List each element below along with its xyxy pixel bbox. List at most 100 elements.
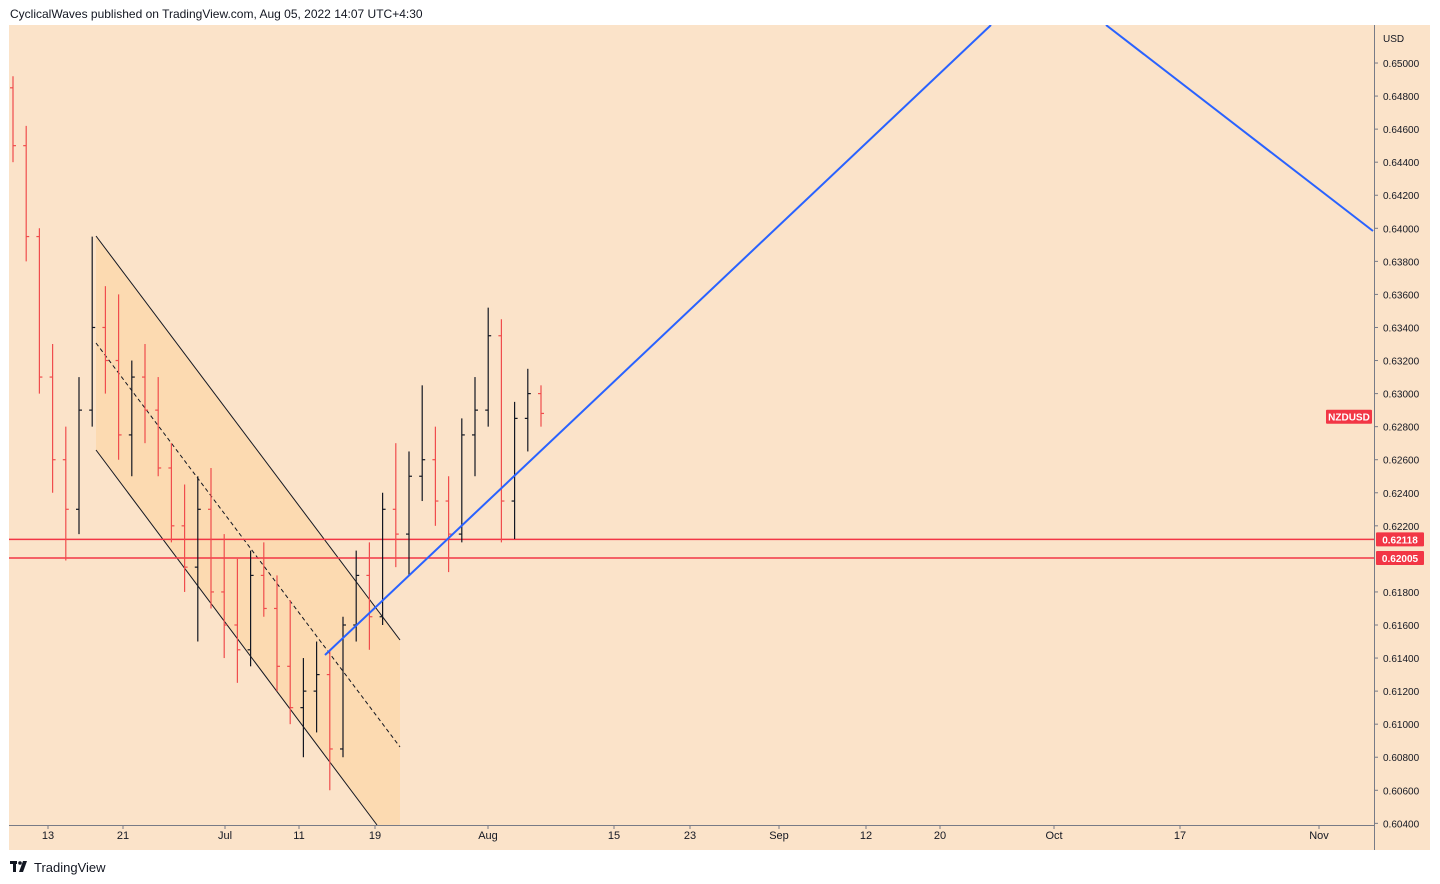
candle xyxy=(247,550,254,667)
time-tick-label: 11 xyxy=(293,830,304,842)
price-tick-label: 0.65000 xyxy=(1383,59,1420,70)
candle xyxy=(142,344,148,444)
time-tick-label: 20 xyxy=(934,830,946,842)
price-tick-label: 0.62800 xyxy=(1383,423,1420,434)
candle xyxy=(392,443,399,568)
price-tick-label: 0.63400 xyxy=(1383,323,1420,334)
price-tick-label: 0.64600 xyxy=(1383,125,1420,136)
candle xyxy=(10,76,16,163)
candle xyxy=(76,377,82,535)
price-tick-label: 0.64400 xyxy=(1383,158,1420,169)
time-tick-label: Aug xyxy=(478,830,498,842)
candle xyxy=(168,443,175,543)
price-axis[interactable]: 0.65000 0.64800 0.64600 0.64400 0.64200 0.640… xyxy=(1374,59,1420,830)
price-tick-label: 0.64800 xyxy=(1383,92,1420,103)
candle xyxy=(208,467,214,609)
tradingview-logo-icon xyxy=(10,861,27,872)
time-tick-label: 19 xyxy=(369,830,381,842)
candle xyxy=(62,426,69,561)
channel-midline[interactable] xyxy=(95,342,401,748)
chart-frame[interactable]: USD 0.65000 0.64800 0.64600 0.64400 0.64200 0… xyxy=(9,25,1430,850)
candle xyxy=(511,401,518,540)
candle xyxy=(313,641,320,733)
price-tick-label: 0.60400 xyxy=(1383,819,1420,830)
candle xyxy=(36,228,43,394)
candle xyxy=(445,476,452,573)
candle xyxy=(340,616,346,758)
candle xyxy=(538,385,544,427)
price-tick-label: 0.63800 xyxy=(1383,257,1420,268)
price-tick-label: 0.63000 xyxy=(1383,390,1420,401)
candle xyxy=(326,649,333,791)
candles xyxy=(10,76,544,791)
ascending-trendline[interactable] xyxy=(324,25,992,656)
level-price-tag xyxy=(1376,551,1424,566)
channel-fill xyxy=(96,236,400,825)
time-axis[interactable]: 13 21 Jul 11 19 Aug 15 23 Sep 12 20 Oct 17 Nov xyxy=(42,825,1329,842)
price-tick-label: 0.61200 xyxy=(1383,687,1420,698)
price-tick-label: 0.60600 xyxy=(1383,786,1420,797)
candle xyxy=(274,575,280,692)
descending-channel[interactable] xyxy=(95,235,401,826)
candle xyxy=(194,476,201,642)
channel-upper-line[interactable] xyxy=(95,235,401,641)
footer-brand: TradingView xyxy=(34,859,106,875)
price-tick-label: 0.63200 xyxy=(1383,357,1420,368)
candle xyxy=(379,492,386,625)
candle xyxy=(406,451,412,576)
candle xyxy=(485,307,492,427)
descending-trendline[interactable] xyxy=(1105,25,1374,232)
price-tick-label: 0.64000 xyxy=(1383,224,1420,235)
time-tick-label: 21 xyxy=(117,830,129,842)
trendlines[interactable] xyxy=(324,25,1374,656)
candle xyxy=(234,558,241,683)
candle xyxy=(432,426,439,526)
footer: TradingView xyxy=(10,858,106,876)
candle xyxy=(300,658,307,758)
candle xyxy=(102,286,109,394)
price-tick-label: 0.62200 xyxy=(1383,522,1420,533)
candle xyxy=(458,418,465,543)
chart-svg[interactable]: USD 0.650000.648000.646000.644000.642000… xyxy=(9,25,1430,850)
candle xyxy=(498,319,505,543)
candle xyxy=(221,534,228,659)
price-tags: 0.62118 0.62005 NZDUSD xyxy=(1326,409,1424,566)
candle xyxy=(115,294,122,460)
candle xyxy=(260,542,267,617)
time-tick-label: 15 xyxy=(608,830,620,842)
candle xyxy=(287,600,294,725)
level-price-tag xyxy=(1376,532,1424,547)
price-tick-label: 0.61600 xyxy=(1383,621,1420,632)
candle xyxy=(524,368,531,452)
price-tick-label: 0.61400 xyxy=(1383,654,1420,665)
symbol-tag-text: NZDUSD xyxy=(1328,413,1370,424)
publish-header: CyclicalWaves published on TradingView.c… xyxy=(10,7,423,21)
price-tick-label: 0.61000 xyxy=(1383,720,1420,731)
time-tick-label: Sep xyxy=(769,830,789,842)
candle xyxy=(472,377,478,477)
currency-label: USD xyxy=(1383,34,1404,45)
time-tick-label: Oct xyxy=(1045,830,1062,842)
time-tick-label: Jul xyxy=(218,830,232,842)
candle xyxy=(89,236,96,427)
horizontal-levels[interactable] xyxy=(9,538,1374,559)
candle xyxy=(23,125,30,262)
price-tick-label: 0.62400 xyxy=(1383,489,1420,500)
level-price-tag-text: 0.62005 xyxy=(1382,554,1419,565)
candle xyxy=(128,360,135,477)
candle xyxy=(155,377,162,477)
candle xyxy=(366,542,373,650)
time-tick-label: 13 xyxy=(42,830,54,842)
price-tick-label: 0.64200 xyxy=(1383,191,1420,202)
level-price-tag-text: 0.62118 xyxy=(1382,535,1418,546)
time-tick-label: 23 xyxy=(684,830,696,842)
symbol-tag xyxy=(1326,409,1372,424)
candle xyxy=(419,385,426,502)
price-tick-label: 0.60800 xyxy=(1383,753,1420,764)
time-tick-label: Nov xyxy=(1309,830,1329,842)
candle xyxy=(49,344,56,493)
time-tick-label: 12 xyxy=(860,830,872,842)
candle xyxy=(181,484,188,592)
time-tick-label: 17 xyxy=(1174,830,1186,842)
price-tick-label: 0.63600 xyxy=(1383,290,1420,301)
